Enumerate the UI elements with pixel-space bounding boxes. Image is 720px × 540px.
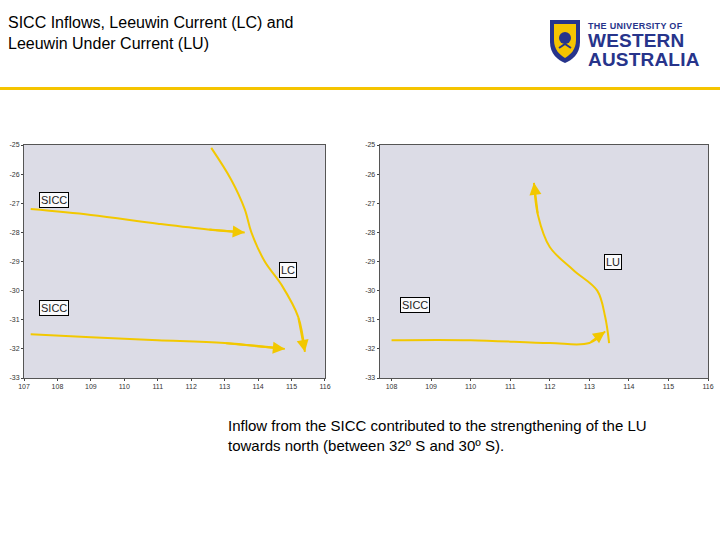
html-text:THE UNIVERSITY OF: THE UNIVERSITY OF — [588, 21, 683, 31]
svg-text:-30: -30 — [365, 287, 375, 294]
svg-text:-28: -28 — [9, 229, 19, 236]
svg-text:110: 110 — [119, 383, 130, 390]
html-text:Leeuwin Under Current (LU): Leeuwin Under Current (LU) — [8, 35, 209, 52]
svg-text:112: 112 — [544, 383, 555, 390]
svg-text:111: 111 — [152, 383, 163, 390]
svg-text:-31: -31 — [9, 316, 19, 323]
svg-text:-26: -26 — [365, 171, 375, 178]
svg-text:108: 108 — [52, 383, 64, 390]
svg-text:LC: LC — [281, 264, 295, 276]
svg-text:-27: -27 — [9, 200, 19, 207]
svg-text:-33: -33 — [365, 374, 375, 381]
svg-text:-29: -29 — [9, 258, 19, 265]
svg-text:114: 114 — [252, 383, 263, 390]
html-text:Inflow from the SICC contribut: Inflow from the SICC contributed to the … — [228, 417, 647, 454]
svg-text:SICC: SICC — [402, 299, 428, 311]
svg-text:116: 116 — [702, 383, 713, 390]
html-text:AUSTRALIA: AUSTRALIA — [588, 49, 700, 70]
svg-text:111: 111 — [505, 383, 516, 390]
svg-text:-26: -26 — [9, 171, 19, 178]
svg-text:-25: -25 — [365, 141, 375, 148]
svg-text:-32: -32 — [365, 345, 375, 352]
svg-text:113: 113 — [219, 383, 230, 390]
svg-text:114: 114 — [623, 383, 634, 390]
svg-text:-33: -33 — [9, 374, 19, 381]
svg-text:-28: -28 — [365, 229, 375, 236]
svg-text:115: 115 — [663, 383, 674, 390]
svg-text:-32: -32 — [9, 345, 19, 352]
svg-text:112: 112 — [186, 383, 197, 390]
svg-text:107: 107 — [18, 383, 30, 390]
svg-text:109: 109 — [425, 383, 437, 390]
svg-text:-29: -29 — [365, 258, 375, 265]
svg-text:115: 115 — [286, 383, 297, 390]
svg-text:LU: LU — [606, 256, 620, 268]
svg-text:-30: -30 — [9, 287, 19, 294]
svg-text:109: 109 — [85, 383, 97, 390]
svg-text:SICC: SICC — [41, 302, 67, 314]
svg-text:-27: -27 — [365, 200, 375, 207]
svg-text:SICC: SICC — [41, 194, 67, 206]
svg-text:108: 108 — [386, 383, 398, 390]
svg-text:-25: -25 — [9, 141, 19, 148]
svg-text:110: 110 — [465, 383, 476, 390]
svg-text:-31: -31 — [365, 316, 375, 323]
html-text:WESTERN: WESTERN — [588, 30, 685, 51]
svg-text:113: 113 — [584, 383, 595, 390]
svg-text:116: 116 — [319, 383, 330, 390]
html-text:SICC Inflows, Leeuwin Current: SICC Inflows, Leeuwin Current (LC) and — [8, 14, 294, 31]
